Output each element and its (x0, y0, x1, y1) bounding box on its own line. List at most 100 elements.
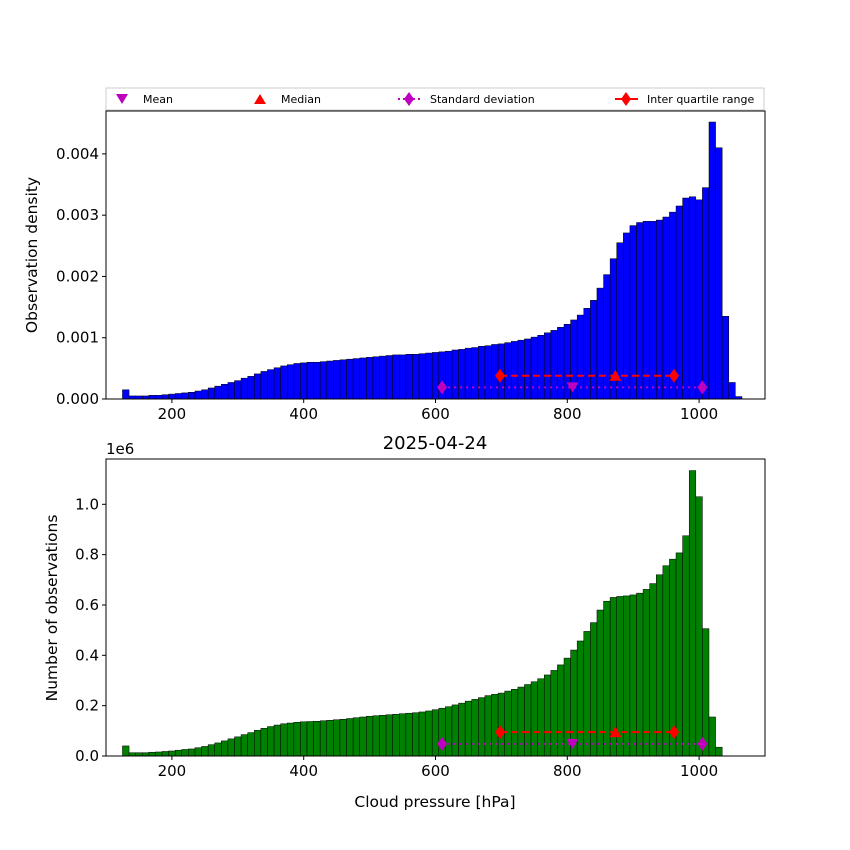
top-bar (201, 389, 209, 400)
top-bar (721, 316, 730, 400)
top-bar (280, 365, 288, 400)
bottom-bar (418, 711, 426, 757)
bottom-x-tick-label: 800 (553, 762, 582, 780)
top-axes-frame (105, 110, 766, 400)
bottom-bar (708, 716, 716, 757)
top-bar (352, 358, 360, 400)
top-bar (702, 187, 710, 400)
bottom-bar (695, 496, 703, 757)
bottom-bar (464, 700, 473, 757)
top-bar (543, 332, 552, 400)
legend-iqr-marker (621, 92, 631, 106)
bottom-bar (399, 713, 407, 757)
top-bar (662, 216, 670, 400)
bottom-x-tick-label: 400 (289, 762, 318, 780)
bottom-bar (590, 622, 598, 757)
top-bar (339, 359, 347, 400)
top-bar (590, 300, 598, 400)
bottom-bar (221, 740, 229, 757)
bottom-x-ticks: 200 400 600 800 1000 (158, 756, 718, 780)
bottom-bar (530, 681, 538, 757)
bottom-bar (511, 689, 519, 757)
top-bar (695, 199, 703, 400)
top-bar (550, 330, 558, 400)
top-bar (642, 221, 650, 400)
top-bar (267, 369, 275, 400)
bottom-bar (642, 589, 650, 757)
bottom-bar (148, 751, 156, 757)
top-y-tick-label: 0.001 (56, 329, 99, 347)
bottom-bar (491, 694, 499, 757)
bottom-bar (702, 628, 710, 757)
bottom-x-tick-label: 1000 (680, 762, 718, 780)
top-bar (445, 350, 453, 400)
top-bar (688, 196, 697, 400)
top-bar (174, 393, 183, 400)
bottom-bar (392, 713, 400, 757)
top-bar (333, 360, 341, 400)
legend-std-label: Standard deviation (430, 93, 535, 106)
top-bar (313, 361, 321, 400)
bottom-bar (293, 722, 301, 757)
legend-std-marker (404, 92, 414, 106)
top-bar (227, 382, 235, 400)
top-bar (148, 395, 156, 400)
top-bar (675, 205, 683, 400)
top-bar (511, 341, 519, 400)
bottom-bar (273, 724, 281, 757)
top-bar (155, 395, 163, 400)
bottom-bar (306, 721, 314, 757)
bottom-bar (319, 720, 328, 757)
bottom-bar (504, 690, 512, 757)
top-bar (537, 335, 545, 400)
bottom-bar (234, 736, 242, 757)
top-median-marker (609, 369, 622, 381)
top-bar (286, 364, 295, 400)
bottom-bar (254, 730, 262, 757)
top-bar (524, 338, 532, 400)
top-y-tick-label: 0.003 (56, 206, 99, 224)
top-bar (478, 346, 486, 400)
bottom-bar (431, 709, 440, 757)
bottom-bar (247, 732, 255, 757)
legend-median-marker (254, 94, 266, 104)
bottom-bar (497, 692, 505, 757)
bottom-y-ticks: 0.0 0.2 0.4 0.6 0.8 1.0 (75, 495, 106, 765)
bottom-bar (214, 742, 222, 757)
top-bar (629, 225, 637, 400)
top-bar (379, 355, 387, 400)
bottom-bar (471, 699, 479, 757)
bottom-bar (194, 747, 202, 757)
bottom-bar (484, 695, 492, 757)
top-bar (431, 352, 440, 400)
top-bar (504, 342, 512, 400)
top-mean-marker (566, 382, 579, 393)
bottom-bar (596, 609, 604, 757)
top-bar (471, 347, 479, 400)
legend-frame (105, 87, 765, 111)
bottom-y-tick-label: 1.0 (75, 495, 99, 513)
bottom-bar (517, 686, 525, 757)
top-iqr-low-marker (495, 368, 506, 383)
top-bar (214, 385, 222, 400)
bottom-axes-frame (105, 458, 766, 757)
bottom-bar (405, 712, 413, 757)
top-bar (418, 353, 426, 400)
bottom-median-marker (609, 726, 622, 738)
bottom-bar (412, 712, 420, 757)
bottom-bar (385, 714, 393, 757)
top-bar (425, 352, 433, 400)
top-bar (603, 274, 611, 400)
top-bar (405, 354, 413, 400)
top-bar (240, 377, 248, 400)
top-y-tick-label: 0.002 (56, 267, 99, 285)
bottom-bar (656, 574, 664, 757)
top-bar (728, 382, 736, 400)
top-bar (682, 197, 690, 400)
top-bar (346, 358, 354, 400)
top-bar (649, 221, 657, 400)
top-bar (359, 357, 367, 400)
bottom-bar (715, 746, 723, 757)
bottom-bar (207, 744, 215, 757)
